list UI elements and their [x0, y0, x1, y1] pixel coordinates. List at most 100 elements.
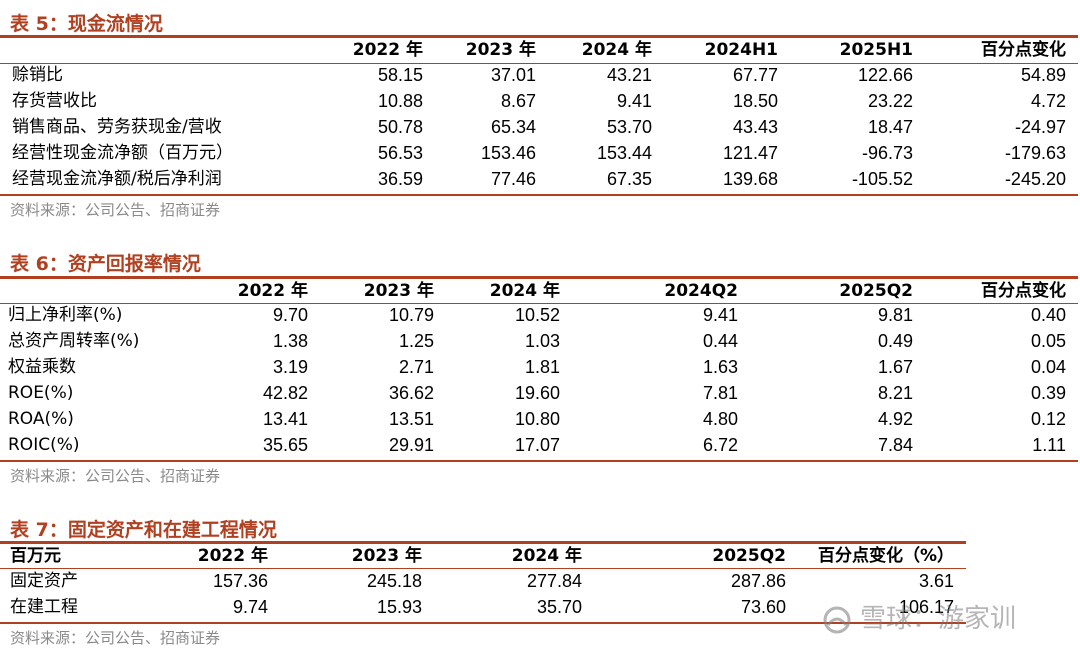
table-cell: 42.82	[262, 383, 308, 403]
header-cell: 百分点变化	[981, 40, 1066, 60]
table-cell: 18.47	[867, 117, 913, 137]
row-label: 在建工程	[10, 597, 78, 617]
header-cell: 2023 年	[363, 281, 434, 301]
table-cell: 8.67	[500, 91, 536, 111]
table-cell: -105.52	[851, 169, 913, 189]
header-cell: 2024H1	[704, 40, 778, 60]
row-label: 存货营收比	[12, 91, 97, 111]
table-cell: 1.25	[398, 331, 434, 351]
table-5-header-row: 2022 年 2023 年 2024 年 2024H1 2025H1 百分点变化	[0, 38, 1078, 63]
table-cell: 287.86	[730, 571, 786, 591]
table-cell: 36.62	[388, 383, 434, 403]
table-cell: 54.89	[1020, 65, 1066, 85]
header-cell: 2024 年	[581, 40, 652, 60]
table-cell: 50.78	[377, 117, 423, 137]
table-cell: 0.40	[1030, 305, 1066, 325]
table-7-title: 表 7：固定资产和在建工程情况	[10, 519, 277, 541]
row-label: 总资产周转率(%)	[8, 331, 140, 351]
table-cell: 65.34	[490, 117, 536, 137]
table-cell: 4.80	[702, 409, 738, 429]
table-cell: 18.50	[732, 91, 778, 111]
table-cell: 9.41	[702, 305, 738, 325]
table-7-header-rule	[0, 568, 966, 569]
table-6-bottom-rule	[0, 460, 1078, 462]
table-cell: 3.19	[272, 357, 308, 377]
table-cell: 13.41	[262, 409, 308, 429]
table-cell: 1.11	[1032, 435, 1066, 455]
table-cell: 8.21	[877, 383, 913, 403]
watermark: 雪球：游家训	[820, 598, 1016, 635]
table-row: 总资产周转率(%) 1.38 1.25 1.03 0.44 0.49 0.05	[0, 329, 1078, 354]
table-row: 固定资产 157.36 245.18 277.84 287.86 3.61	[0, 569, 966, 594]
table-cell: 23.22	[867, 91, 913, 111]
table-cell: 67.35	[606, 169, 652, 189]
header-cell: 百分点变化	[981, 281, 1066, 301]
table-6-title: 表 6：资产回报率情况	[10, 253, 201, 275]
table-5-top-rule	[0, 35, 1078, 38]
table-5-title: 表 5：现金流情况	[10, 13, 163, 35]
table-row: 权益乘数 3.19 2.71 1.81 1.63 1.67 0.04	[0, 355, 1078, 380]
table-6-header-row: 2022 年 2023 年 2024 年 2024Q2 2025Q2 百分点变化	[0, 279, 1078, 304]
row-label: 赊销比	[12, 65, 63, 85]
table-row: 归上净利率(%) 9.70 10.79 10.52 9.41 9.81 0.40	[0, 303, 1078, 328]
table-cell: 73.60	[740, 597, 786, 617]
table-row: ROA(%) 13.41 13.51 10.80 4.80 4.92 0.12	[0, 407, 1078, 432]
table-cell: 1.38	[272, 331, 308, 351]
table-cell: 43.21	[606, 65, 652, 85]
table-7-header-row: 百万元 2022 年 2023 年 2024 年 2025Q2 百分点变化（%）	[0, 544, 966, 569]
table-cell: 17.07	[514, 435, 560, 455]
table-cell: 4.92	[877, 409, 913, 429]
header-cell-unit: 百万元	[10, 546, 61, 566]
table-cell: 53.70	[606, 117, 652, 137]
header-cell: 百分点变化（%）	[817, 546, 954, 566]
table-cell: 7.84	[877, 435, 913, 455]
row-label: 固定资产	[10, 571, 78, 591]
table-cell: 37.01	[490, 65, 536, 85]
table-row: 存货营收比 10.88 8.67 9.41 18.50 23.22 4.72	[0, 89, 1078, 114]
table-cell: 3.61	[918, 571, 954, 591]
table-6-source: 资料来源：公司公告、招商证券	[10, 467, 221, 485]
table-row: 赊销比 58.15 37.01 43.21 67.77 122.66 54.89	[0, 63, 1078, 88]
table-cell: 0.49	[877, 331, 913, 351]
table-cell: 35.70	[536, 597, 582, 617]
row-label: ROIC(%)	[8, 435, 80, 455]
header-cell: 2025H1	[839, 40, 913, 60]
table-cell: 58.15	[377, 65, 423, 85]
table-row: 在建工程 9.74 15.93 35.70 73.60 106.17	[0, 595, 966, 620]
table-cell: 67.77	[732, 65, 778, 85]
table-cell: 6.72	[702, 435, 738, 455]
table-row: ROIC(%) 35.65 29.91 17.07 6.72 7.84 1.11	[0, 433, 1078, 458]
table-cell: 1.67	[877, 357, 913, 377]
table-5-bottom-rule	[0, 194, 1078, 196]
table-cell: 10.80	[514, 409, 560, 429]
table-7-top-rule	[0, 541, 966, 544]
header-cell: 2022 年	[352, 40, 423, 60]
table-cell: 36.59	[377, 169, 423, 189]
row-label: ROE(%)	[8, 383, 74, 403]
table-cell: 10.52	[514, 305, 560, 325]
table-row: 经营性现金流净额（百万元） 56.53 153.46 153.44 121.47…	[0, 141, 1078, 166]
table-cell: 15.93	[376, 597, 422, 617]
table-cell: 153.46	[480, 143, 536, 163]
table-cell: 9.70	[272, 305, 308, 325]
table-cell: 4.72	[1030, 91, 1066, 111]
table-cell: 153.44	[596, 143, 652, 163]
table-cell: 2.71	[398, 357, 434, 377]
table-cell: 10.88	[377, 91, 423, 111]
header-cell: 2023 年	[351, 546, 422, 566]
table-6-top-rule	[0, 276, 1078, 279]
table-5-source: 资料来源：公司公告、招商证券	[10, 201, 221, 219]
table-cell: 0.12	[1030, 409, 1066, 429]
table-cell: 277.84	[526, 571, 582, 591]
header-cell: 2024Q2	[664, 281, 738, 301]
row-label: 经营性现金流净额（百万元）	[12, 143, 233, 163]
table-cell: -96.73	[861, 143, 913, 163]
table-cell: 139.68	[722, 169, 778, 189]
table-cell: 1.63	[702, 357, 738, 377]
table-row: 销售商品、劳务获现金/营收 50.78 65.34 53.70 43.43 18…	[0, 115, 1078, 140]
table-5-header-rule	[0, 63, 1078, 64]
table-cell: -179.63	[1004, 143, 1066, 163]
header-cell: 2023 年	[465, 40, 536, 60]
table-cell: 157.36	[212, 571, 268, 591]
table-cell: 0.05	[1030, 331, 1066, 351]
